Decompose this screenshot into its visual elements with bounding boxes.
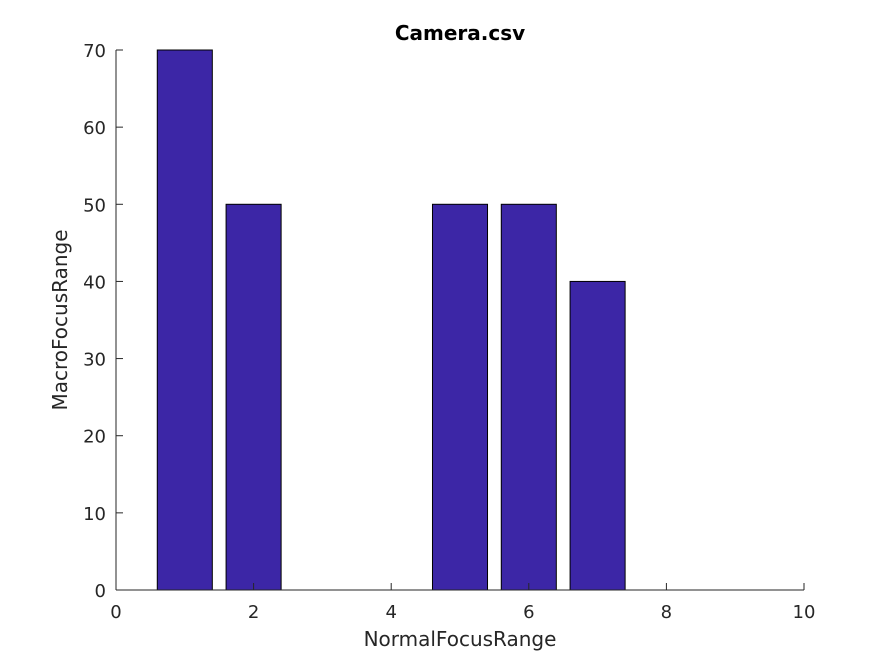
x-tick-label: 4: [385, 602, 396, 623]
x-tick-label: 10: [793, 602, 816, 623]
y-tick-label: 50: [83, 195, 106, 216]
bars-group: [156, 49, 763, 591]
x-tick-label: 8: [661, 602, 672, 623]
y-tick-label: 40: [83, 272, 106, 293]
y-tick-label: 70: [83, 41, 106, 62]
y-axis-label: MacroFocusRange: [48, 229, 72, 410]
x-tick-label: 0: [110, 602, 121, 623]
x-tick-label: 6: [523, 602, 534, 623]
bar-1: [156, 49, 213, 591]
y-tick-label: 20: [83, 427, 106, 448]
chart-title: Camera.csv: [395, 21, 525, 45]
y-ticks-group: 0 10 20 30 40 50 60 70: [83, 41, 123, 602]
x-ticks-group: 0 2 4 6 8 10: [110, 583, 815, 623]
axes-group: [115, 50, 804, 591]
bar-2: [225, 203, 282, 591]
x-axis-label: NormalFocusRange: [364, 627, 557, 651]
y-tick-label: 10: [83, 504, 106, 525]
y-tick-label: 30: [83, 350, 106, 371]
bar-5: [431, 203, 489, 591]
y-tick-label: 60: [83, 118, 106, 139]
bar-7: [569, 280, 626, 591]
y-tick-label: 0: [95, 581, 106, 602]
x-tick-label: 2: [248, 602, 259, 623]
bar-6: [500, 203, 557, 591]
